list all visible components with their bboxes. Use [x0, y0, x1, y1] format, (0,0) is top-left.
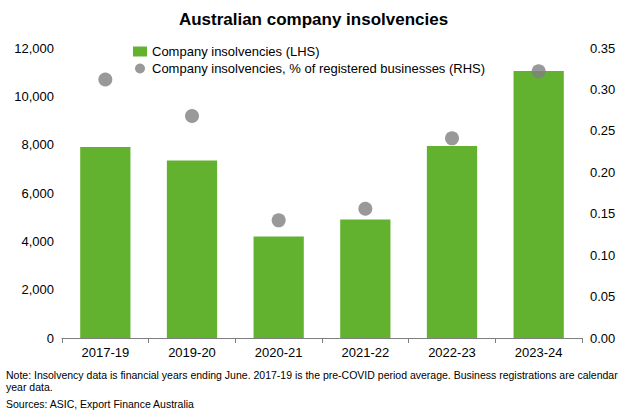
- svg-text:0.10: 0.10: [590, 248, 615, 263]
- svg-text:0.35: 0.35: [590, 41, 615, 56]
- svg-text:2019-20: 2019-20: [168, 345, 216, 360]
- svg-text:12,000: 12,000: [14, 41, 54, 56]
- svg-text:6,000: 6,000: [21, 186, 54, 201]
- svg-text:0.20: 0.20: [590, 165, 615, 180]
- svg-text:4,000: 4,000: [21, 234, 54, 249]
- svg-text:2022-23: 2022-23: [428, 345, 476, 360]
- svg-text:8,000: 8,000: [21, 137, 54, 152]
- svg-text:Australian company insolvencie: Australian company insolvencies: [179, 10, 448, 29]
- svg-text:10,000: 10,000: [14, 89, 54, 104]
- svg-text:2023-24: 2023-24: [515, 345, 563, 360]
- svg-text:2017-19: 2017-19: [81, 345, 129, 360]
- svg-text:0.15: 0.15: [590, 206, 615, 221]
- svg-text:2021-22: 2021-22: [341, 345, 389, 360]
- svg-text:0.25: 0.25: [590, 123, 615, 138]
- svg-text:2,000: 2,000: [21, 282, 54, 297]
- html-text:Note: Insolvency data is finan: Note: Insolvency data is financial years…: [6, 369, 618, 393]
- svg-text:2020-21: 2020-21: [255, 345, 303, 360]
- svg-text:0.30: 0.30: [590, 82, 615, 97]
- html-text:Sources: ASIC, Export Finance: Sources: ASIC, Export Finance Australia: [6, 398, 194, 410]
- svg-text:0: 0: [47, 331, 54, 346]
- svg-text:0.00: 0.00: [590, 331, 615, 346]
- svg-text:0.05: 0.05: [590, 289, 615, 304]
- svg-text:Company insolvencies (LHS): Company insolvencies (LHS): [152, 44, 320, 59]
- svg-text:Company insolvencies, % of reg: Company insolvencies, % of registered bu…: [152, 61, 485, 76]
